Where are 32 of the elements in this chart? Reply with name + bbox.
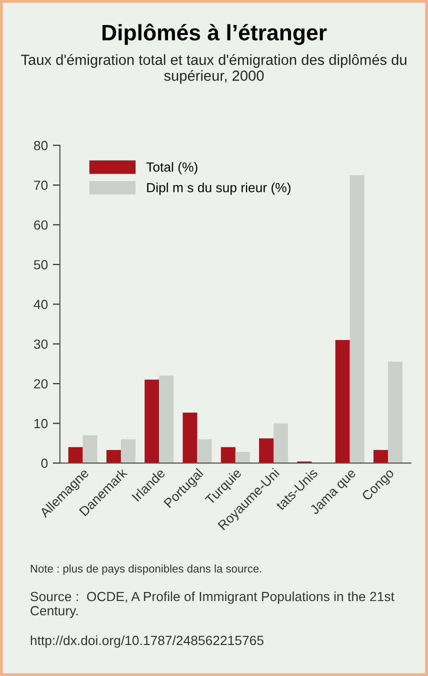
bar [335,340,350,464]
text: http://dx.doi.org/10.1787/248562215765 [30,635,264,648]
bar [106,450,121,464]
y-tick-label: 0 [41,458,48,468]
bar [350,175,364,464]
bar [82,435,98,464]
y-tick-label: 70 [34,180,48,190]
bar [197,439,212,464]
legend-label: Total (%) [146,162,198,174]
y-tick-label: 30 [34,339,48,349]
y-tick-label: 10 [34,418,48,428]
legend-label: Dipl m s du sup rieur (%) [147,182,290,195]
bar [259,438,274,464]
chart-title: Diplômés à l’étranger [102,24,327,45]
y-tick-label: 80 [34,140,48,150]
y-tick-label: 40 [34,300,48,310]
bar [144,380,160,464]
text: Note : plus de pays disponibles dans la source. [30,564,262,575]
bar [274,423,288,464]
source-note: Source : OCDE, A Profile of Immigrant Populations in the 21st Century. [30,592,394,618]
bar [388,362,402,464]
y-tick-label: 60 [34,220,48,230]
bar [235,452,250,464]
bar [220,447,236,464]
bar [68,447,83,464]
bar [120,439,136,464]
y-tick-label: 50 [34,260,48,270]
bar [373,450,388,464]
bar [182,412,198,464]
y-tick-label: 20 [34,379,48,389]
chart-subtitle: Taux d'émigration total et taux d'émigration des diplômés du supérieur, 2000 [21,54,406,84]
bar [159,376,174,464]
